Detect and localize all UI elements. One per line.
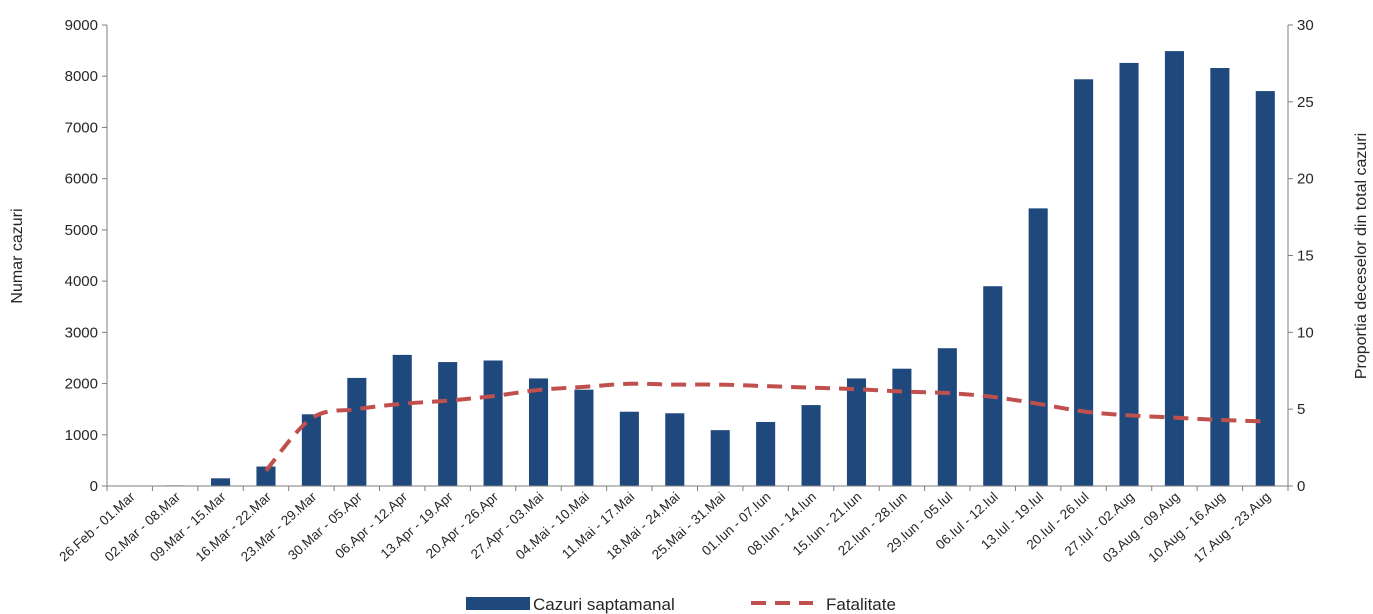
bar xyxy=(983,286,1003,486)
y-axis-title: Numar cazuri xyxy=(9,208,26,303)
left-tick-label: 1000 xyxy=(65,427,98,444)
x-tick-label: 17.Aug - 23.Aug xyxy=(1191,489,1274,565)
bar xyxy=(438,362,458,486)
x-tick-label: 26.Feb - 01.Mar xyxy=(56,489,138,565)
bar xyxy=(347,377,367,486)
bar xyxy=(256,466,276,486)
bar xyxy=(1164,51,1184,487)
bar xyxy=(846,378,867,486)
left-y-axis: 0 1000 2000 3000 4000 5000 6000 7000 8000 9000 xyxy=(65,17,108,495)
left-tick-label: 6000 xyxy=(65,171,98,188)
y2-axis-title: Proportia deceselor din total cazuri xyxy=(1353,133,1370,379)
right-tick-label: 20 xyxy=(1297,171,1314,188)
legend-label-line: Fatalitate xyxy=(826,595,896,614)
bar xyxy=(937,348,957,486)
legend-label-bars: Cazuri saptamanal xyxy=(533,595,675,614)
x-tick-label: 03.Aug - 09.Aug xyxy=(1100,489,1183,565)
bar xyxy=(756,421,776,486)
bar xyxy=(619,411,639,486)
right-tick-label: 30 xyxy=(1297,17,1314,34)
right-tick-label: 0 xyxy=(1297,478,1305,495)
right-tick-label: 25 xyxy=(1297,94,1314,111)
right-tick-label: 5 xyxy=(1297,401,1305,418)
left-tick-label: 8000 xyxy=(65,68,98,85)
legend-swatch-bars xyxy=(466,597,530,610)
bar xyxy=(1255,91,1275,487)
bar xyxy=(1074,79,1094,486)
bar xyxy=(801,405,821,486)
bar xyxy=(1119,62,1139,486)
left-tick-label: 9000 xyxy=(65,17,98,34)
right-tick-label: 15 xyxy=(1297,248,1314,265)
bar xyxy=(710,430,730,486)
bar xyxy=(528,378,549,486)
right-y-axis: 0 5 10 15 20 25 30 xyxy=(1287,17,1314,495)
bar xyxy=(301,414,321,486)
left-tick-label: 2000 xyxy=(65,376,98,393)
legend: Cazuri saptamanal Fatalitate xyxy=(466,595,896,614)
bar xyxy=(574,389,594,486)
bar xyxy=(211,478,231,486)
bar xyxy=(892,368,912,486)
bar xyxy=(1028,208,1048,486)
left-tick-label: 4000 xyxy=(65,273,98,290)
bar xyxy=(1210,68,1230,486)
left-tick-label: 7000 xyxy=(65,119,98,136)
x-tick-label: 10.Aug - 16.Aug xyxy=(1145,489,1228,565)
bar xyxy=(483,360,503,486)
bar xyxy=(392,354,412,486)
bar xyxy=(665,413,685,486)
left-tick-label: 3000 xyxy=(65,324,98,341)
right-tick-label: 10 xyxy=(1297,324,1314,341)
left-tick-label: 5000 xyxy=(65,222,98,239)
bar-series xyxy=(120,51,1275,487)
left-tick-label: 0 xyxy=(90,478,98,495)
